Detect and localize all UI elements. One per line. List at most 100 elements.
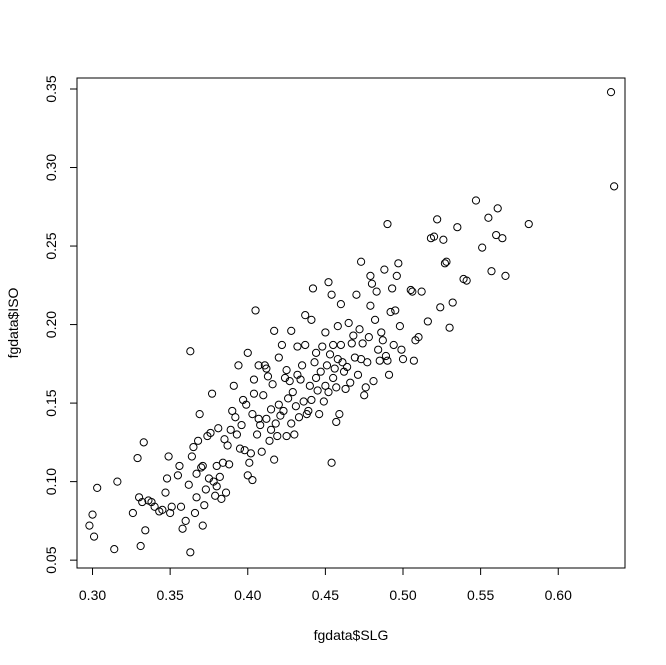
data-point: [381, 351, 391, 361]
data-point: [296, 375, 305, 384]
data-point: [226, 425, 235, 434]
data-point: [207, 389, 217, 398]
data-point: [257, 447, 266, 456]
data-point: [285, 377, 294, 386]
data-point: [301, 311, 310, 320]
data-point: [234, 361, 243, 370]
data-point: [162, 474, 172, 483]
data-point: [394, 259, 403, 268]
data-point: [484, 213, 493, 222]
data-point: [321, 328, 330, 337]
data-point: [315, 409, 324, 419]
data-point: [380, 265, 389, 274]
data-point: [284, 394, 293, 403]
data-point: [200, 501, 209, 510]
data-point: [329, 340, 338, 350]
data-point: [265, 436, 274, 445]
data-point: [471, 196, 481, 205]
data-point: [228, 406, 237, 416]
data-point: [436, 303, 445, 312]
x-tick-label: 0.50: [389, 587, 416, 603]
x-tick-label: 0.30: [79, 587, 106, 603]
data-point: [316, 367, 325, 376]
data-point: [524, 219, 533, 229]
data-point: [262, 414, 271, 423]
data-point: [279, 406, 288, 416]
data-point: [192, 493, 201, 502]
data-point: [198, 521, 207, 530]
data-point: [214, 424, 223, 433]
data-point: [232, 430, 241, 439]
data-point: [251, 306, 260, 315]
data-point: [335, 409, 344, 419]
data-point: [243, 348, 252, 357]
data-point: [85, 521, 94, 530]
data-point: [358, 339, 367, 348]
data-point: [235, 444, 245, 453]
data-point: [377, 328, 386, 337]
data-point: [392, 271, 401, 280]
y-tick-label: 0.20: [43, 311, 59, 338]
data-point: [273, 431, 282, 441]
data-point: [350, 353, 359, 362]
data-point: [245, 458, 254, 467]
data-point: [254, 414, 263, 423]
data-point: [442, 257, 451, 266]
data-point: [231, 413, 240, 422]
data-point: [215, 472, 224, 482]
data-point: [330, 364, 339, 373]
data-point: [217, 494, 226, 503]
data-point: [184, 480, 193, 489]
data-point: [304, 406, 313, 416]
data-point: [287, 419, 296, 428]
data-point: [408, 287, 417, 296]
x-axis-label: fgdata$SLG: [314, 627, 389, 643]
data-point: [397, 345, 406, 354]
data-point: [383, 356, 392, 365]
data-point: [110, 545, 119, 554]
data-point: [343, 362, 352, 372]
data-point: [433, 215, 442, 224]
data-point: [318, 342, 327, 351]
data-point: [311, 348, 321, 357]
data-point: [305, 381, 314, 390]
data-point: [321, 381, 330, 390]
data-point: [493, 204, 502, 213]
data-point: [158, 505, 167, 514]
data-point: [270, 326, 279, 335]
data-point: [307, 395, 316, 405]
data-point: [249, 389, 259, 398]
data-point: [327, 290, 336, 299]
data-point: [136, 541, 145, 551]
data-point: [395, 322, 405, 331]
y-tick-label: 0.15: [43, 389, 59, 416]
data-point: [448, 298, 457, 307]
data-point: [417, 287, 426, 296]
data-point: [406, 285, 415, 295]
data-point: [375, 356, 384, 365]
data-point: [332, 383, 341, 392]
y-tick-label: 0.25: [43, 232, 59, 259]
x-axis: 0.30 0.35 0.40 0.45 0.50 0.55 0.60: [79, 567, 572, 603]
data-point: [363, 358, 372, 367]
data-point: [197, 463, 206, 472]
data-point: [366, 271, 375, 280]
data-point: [388, 284, 397, 293]
data-point: [259, 391, 268, 400]
data-point: [266, 425, 276, 434]
data-point: [248, 409, 257, 419]
data-point: [138, 497, 147, 507]
data-point: [252, 430, 262, 439]
data-point: [453, 223, 462, 232]
data-point: [440, 259, 450, 268]
data-point: [89, 532, 99, 541]
x-tick-label: 0.45: [312, 587, 339, 603]
data-point: [329, 373, 338, 383]
data-point: [268, 380, 277, 389]
data-point: [212, 482, 221, 491]
data-point: [383, 219, 392, 229]
y-tick-label: 0.30: [43, 154, 59, 181]
data-point: [186, 347, 195, 356]
